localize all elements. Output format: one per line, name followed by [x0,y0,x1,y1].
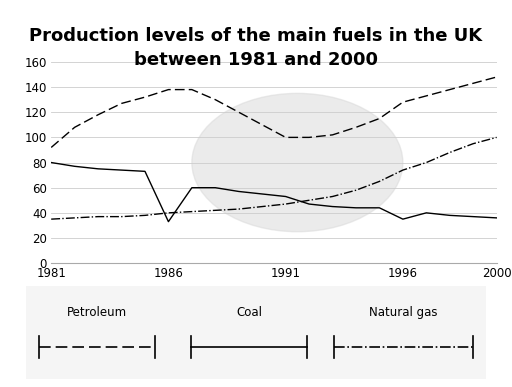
Text: Production levels of the main fuels in the UK
between 1981 and 2000: Production levels of the main fuels in t… [29,27,483,68]
FancyBboxPatch shape [16,284,496,381]
Text: Natural gas: Natural gas [369,306,438,319]
Ellipse shape [192,93,403,232]
Text: Petroleum: Petroleum [67,306,127,319]
Text: Coal: Coal [236,306,262,319]
